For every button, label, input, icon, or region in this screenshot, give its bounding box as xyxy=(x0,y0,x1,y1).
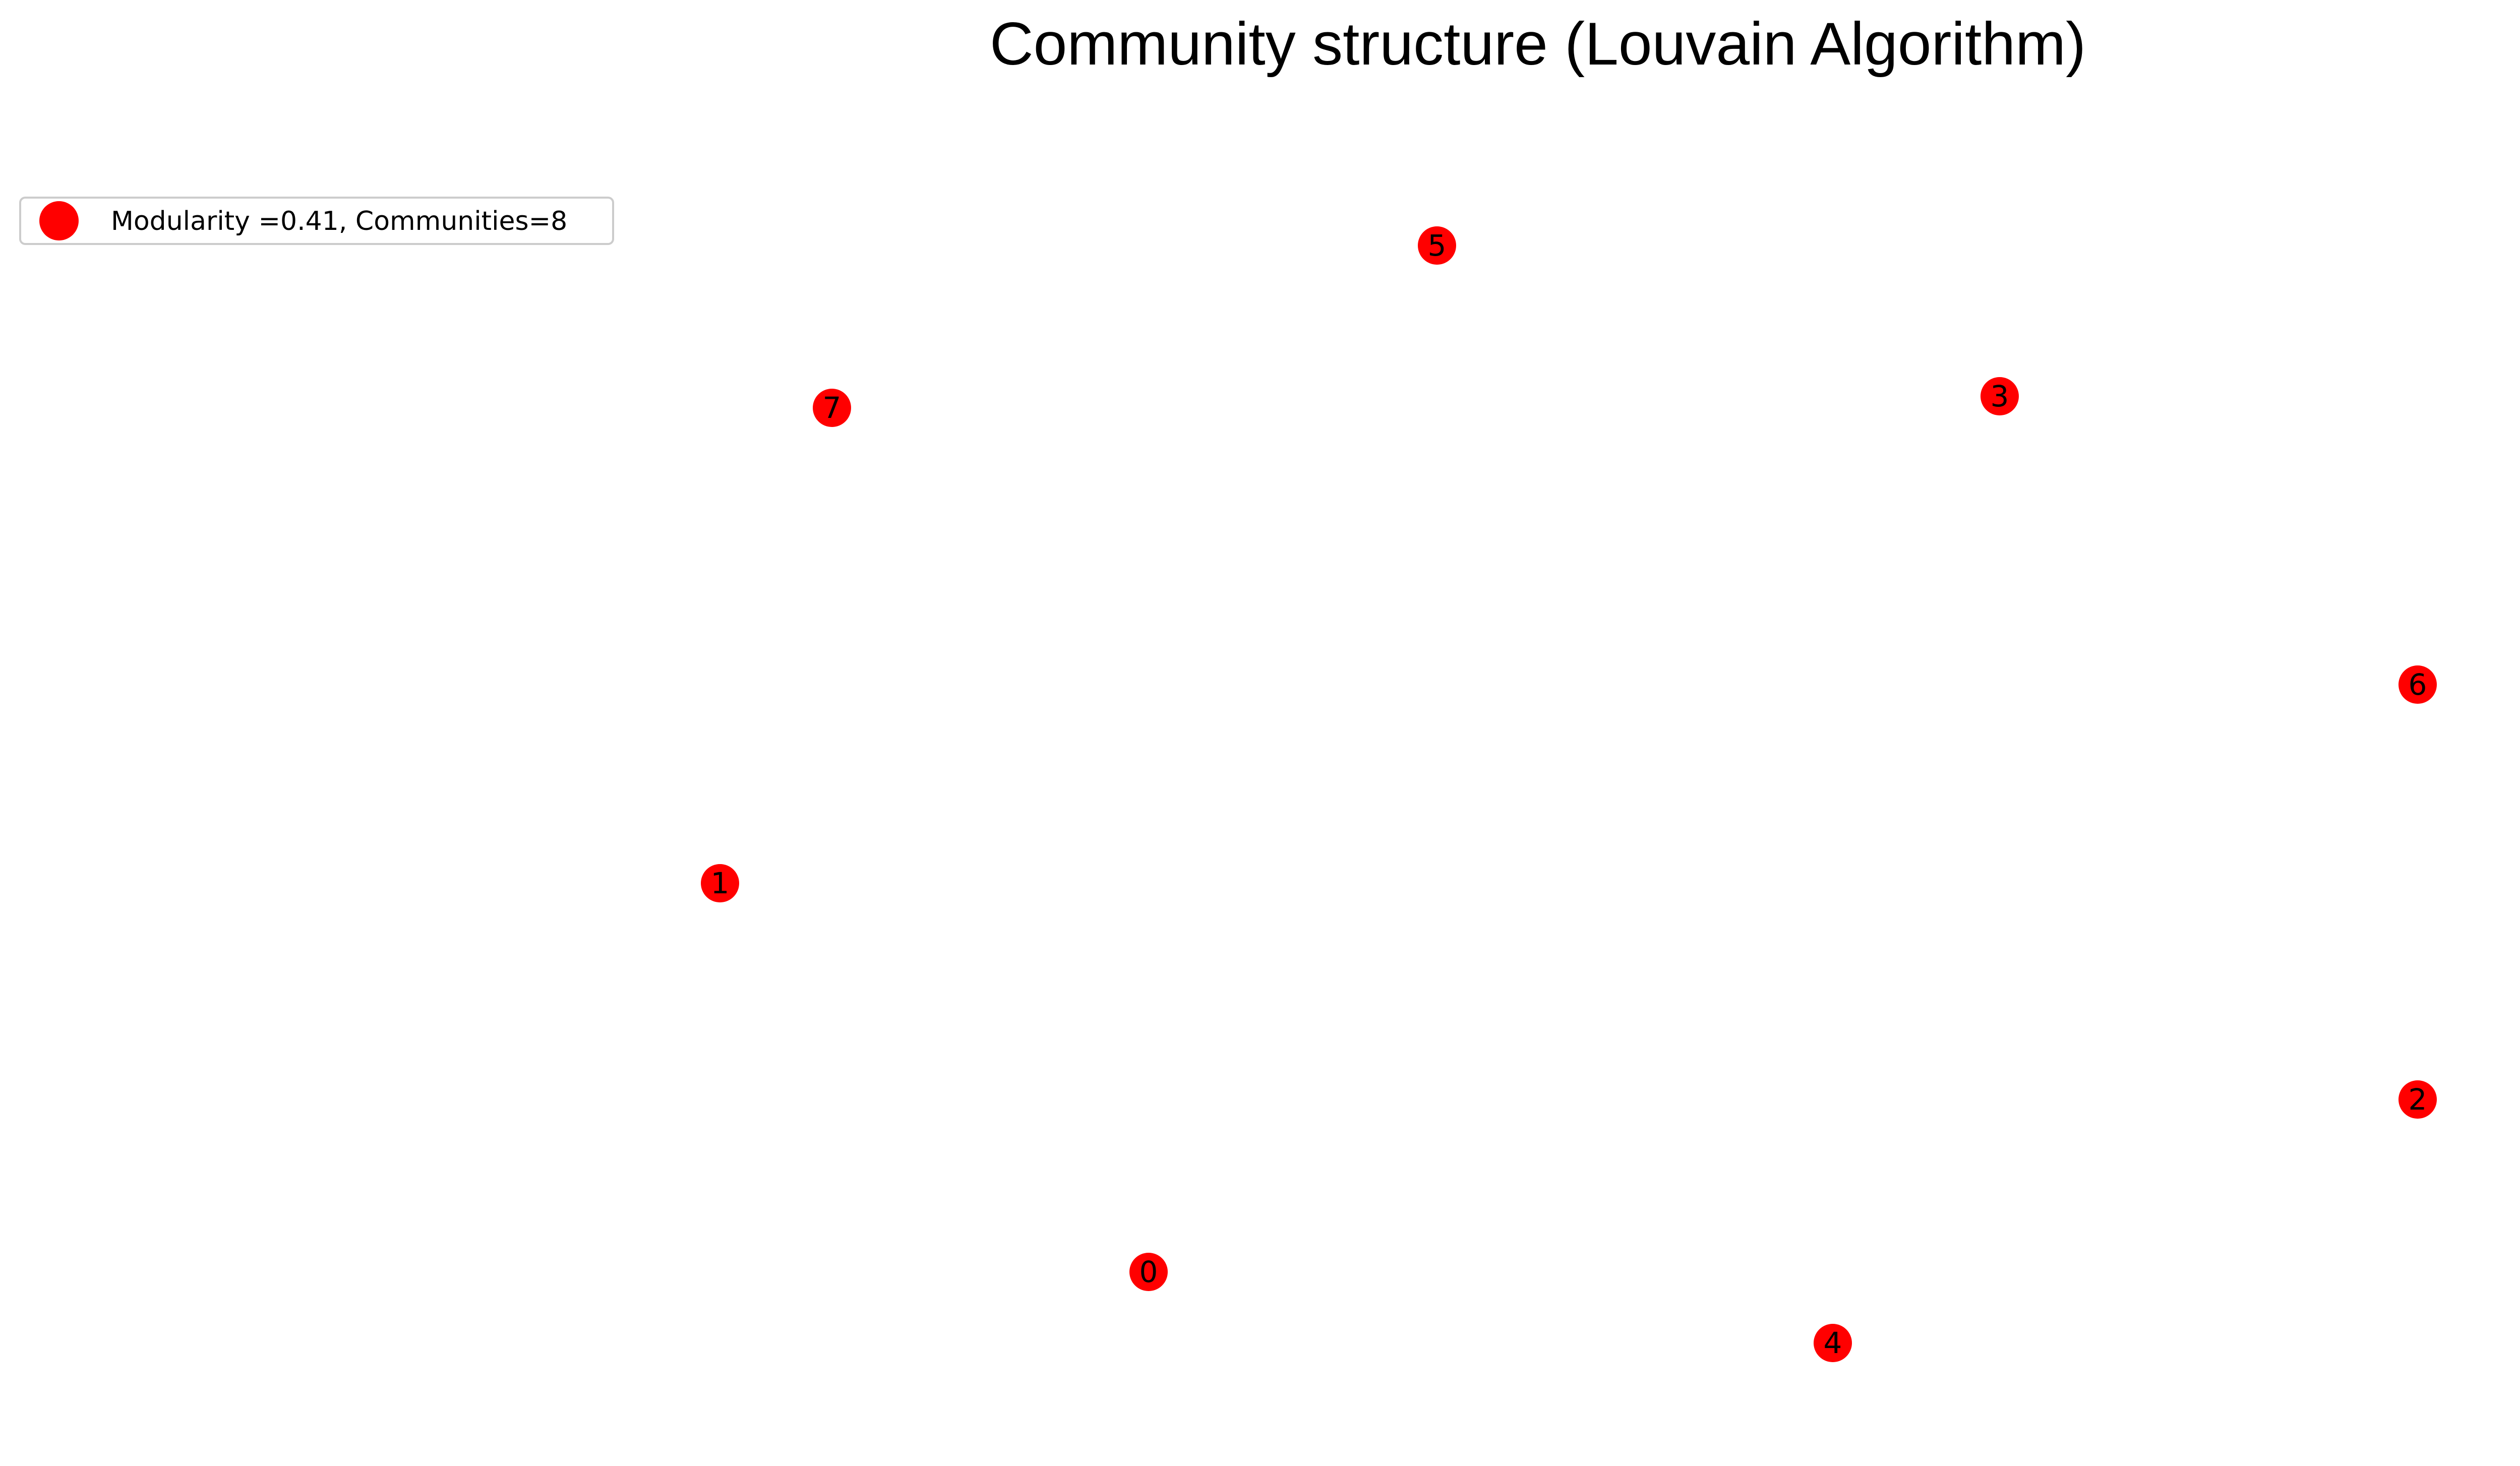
node-marker xyxy=(813,389,851,427)
graph-node-4: 4 xyxy=(1814,1324,1852,1362)
graph-node-5: 5 xyxy=(1418,226,1456,265)
node-marker xyxy=(701,864,739,902)
node-marker xyxy=(1129,1253,1168,1291)
node-label: 3 xyxy=(1991,379,2009,413)
legend-label: Modularity =0.41, Communities=8 xyxy=(111,206,567,236)
node-marker xyxy=(2398,665,2437,704)
node-marker xyxy=(1418,226,1456,265)
graph-node-0: 0 xyxy=(1129,1253,1168,1291)
node-label: 4 xyxy=(1824,1326,1842,1360)
node-label: 1 xyxy=(711,866,730,900)
legend-frame xyxy=(19,197,614,245)
node-label: 6 xyxy=(2409,667,2427,702)
graph-node-3: 3 xyxy=(1981,377,2019,415)
node-marker xyxy=(2398,1080,2437,1119)
node-marker xyxy=(1981,377,2019,415)
nodes-layer: 0 1 2 3 4 5 6 7 xyxy=(701,226,2437,1362)
node-label: 5 xyxy=(1428,228,1447,263)
node-label: 7 xyxy=(823,391,842,425)
graph-node-1: 1 xyxy=(701,864,739,902)
node-label: 2 xyxy=(2409,1082,2427,1117)
graph-node-6: 6 xyxy=(2398,665,2437,704)
graph-node-7: 7 xyxy=(813,389,851,427)
chart-title: Community structure (Louvain Algorithm) xyxy=(990,10,2086,78)
graph-node-2: 2 xyxy=(2398,1080,2437,1119)
node-marker xyxy=(1814,1324,1852,1362)
legend-marker xyxy=(39,201,79,240)
node-label: 0 xyxy=(1139,1255,1158,1289)
legend: Modularity =0.41, Communities=8 xyxy=(19,197,614,245)
